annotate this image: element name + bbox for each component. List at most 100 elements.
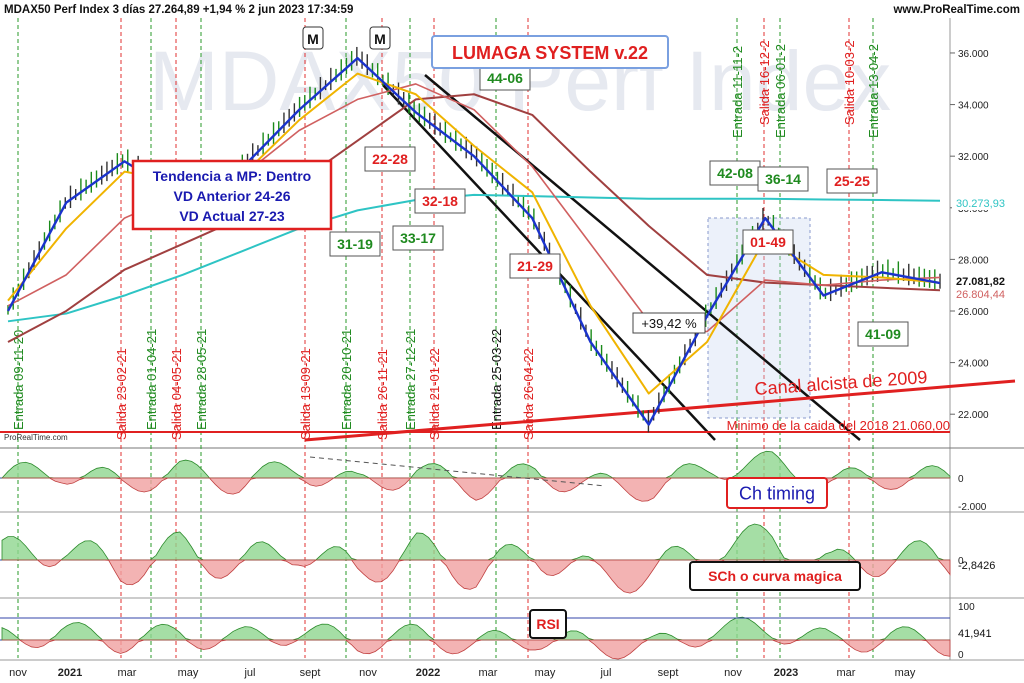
indicator-name: SCh o curva magica (708, 568, 842, 584)
green-ratio-label: 42-08 (717, 165, 753, 181)
red-ratio-box (742, 229, 794, 255)
indicator-tick-label: 0 (958, 650, 964, 661)
x-tick-label: sept (658, 667, 679, 679)
indicator-name-box (726, 477, 828, 509)
green-ratio-label: 36-14 (765, 171, 801, 187)
title-bar (0, 0, 1024, 18)
indicator-tick-label: 0 (958, 474, 964, 485)
red-ratio-label: 32-18 (422, 193, 458, 209)
x-tick-label: 2021 (58, 667, 82, 679)
trend-box-line: VD Anterior 24-26 (174, 188, 291, 204)
entrada-label: Entrada 11-11-2 (730, 46, 745, 138)
site-credit: www.ProRealTime.com (892, 4, 1020, 16)
last-value-bg (952, 288, 1022, 301)
green-ratio-label: 31-19 (337, 236, 373, 252)
last-value-label: 26.804,44 (956, 289, 1005, 301)
signal-lines-layer: Entrada 09-11-20 Entrada 01-04-21 Entrada … (11, 18, 881, 658)
m-marker: M (374, 31, 386, 47)
red-ratio-box (509, 253, 561, 279)
gain-box (632, 312, 706, 334)
salida-label: Salida 21-01-22 (427, 348, 442, 440)
x-tick-label: mar (479, 667, 498, 679)
y-tick-label: 36.000 (958, 49, 989, 60)
red-ratio-label: 21-29 (517, 258, 553, 274)
y-tick-label: 26.000 (958, 307, 989, 318)
green-ratio-box (329, 231, 381, 257)
green-ratio-box (757, 166, 809, 192)
indicator-name-box (529, 609, 567, 639)
green-ratio-box (479, 65, 531, 91)
m-marker-box (369, 26, 391, 50)
x-tick-label: nov (724, 667, 742, 679)
channel-upper-line (424, 74, 861, 441)
entrada-label: Entrada 27-12-21 (403, 329, 418, 430)
indicator-last-value: -2,8426 (958, 560, 995, 572)
entrada-label: Entrada 13-04-2 (866, 44, 881, 138)
system-label: LUMAGA SYSTEM v.22 (452, 43, 648, 63)
y-tick-label: 32.000 (958, 152, 989, 163)
last-value-label: 30.273,93 (956, 198, 1005, 210)
entrada-label: Entrada 25-03-22 (489, 329, 504, 430)
indicator-name: Ch timing (739, 483, 815, 503)
salida-label: Salida 26-04-22 (521, 348, 536, 440)
x-tick-label: mar (837, 667, 856, 679)
trend-box-line: VD Actual 27-23 (179, 208, 285, 224)
green-ratio-label: 44-06 (487, 70, 523, 86)
last-value-bg (952, 197, 1022, 210)
salida-label: Salida 16-12-2 (757, 40, 772, 125)
green-ratio-label: 33-17 (400, 230, 436, 246)
last-value-label: 27.081,82 (956, 276, 1005, 288)
platform-credit: ProRealTime.com (4, 433, 68, 442)
last-value-bg (952, 275, 1022, 288)
x-tick-label: nov (9, 667, 27, 679)
green-ratio-label: 41-09 (865, 326, 901, 342)
indicator-negative-area (2, 639, 951, 660)
gain-label: +39,42 % (641, 316, 697, 331)
indicator-name: RSI (536, 616, 559, 632)
red-ratio-label: 01-49 (750, 234, 786, 250)
x-tick-label: may (535, 667, 556, 679)
entrada-label: Entrada 20-10-21 (339, 329, 354, 430)
indicator-tick-label: 0 (958, 556, 964, 567)
indicator-name-box (689, 561, 861, 591)
entrada-label: Entrada 28-05-21 (194, 329, 209, 430)
m-marker-box (302, 26, 324, 50)
salida-label: Salida 04-05-21 (169, 348, 184, 440)
x-tick-label: 2023 (774, 667, 798, 679)
divergence-line (309, 456, 606, 487)
green-ratio-box (392, 225, 444, 251)
salida-label: Salida 10-03-2 (842, 40, 857, 125)
indicator-tick-label: 100 (958, 602, 975, 613)
salida-label: Salida 23-02-21 (114, 348, 129, 440)
trend-box-line: Tendencia a MP: Dentro (153, 168, 311, 184)
red-ratio-label: 25-25 (834, 173, 870, 189)
x-tick-label: may (895, 667, 916, 679)
y-tick-label: 24.000 (958, 359, 989, 370)
indicator-tick-label: -2.000 (958, 502, 987, 513)
y-tick-label: 22.000 (958, 410, 989, 421)
green-ratio-box (857, 321, 909, 347)
y-tick-label: 34.000 (958, 101, 989, 112)
minimo-label: Minimo de la caida del 2018 21.060,00 (727, 418, 950, 433)
system-box (431, 35, 669, 69)
red-ratio-label: 22-28 (372, 151, 408, 167)
indicator-last-value: 41,941 (958, 628, 992, 640)
canal-alcista-line (304, 379, 1016, 442)
sma100-line (7, 93, 941, 343)
entrada-label: Entrada 09-11-20 (11, 330, 26, 430)
y-tick-label: 28.000 (958, 255, 989, 266)
x-tick-label: 2022 (416, 667, 440, 679)
m-marker: M (307, 31, 319, 47)
entrada-label: Entrada 06-01-2 (773, 44, 788, 138)
salida-label: Salida 13-09-21 (298, 348, 313, 440)
trend-box (131, 159, 333, 231)
x-tick-label: jul (243, 667, 255, 679)
salida-label: Salida 26-11-21 (375, 349, 390, 440)
x-tick-label: mar (118, 667, 137, 679)
entrada-label: Entrada 01-04-21 (144, 329, 159, 430)
chart-title: MDAX50 Perf Index 3 días 27.264,89 +1,94… (4, 4, 353, 16)
red-ratio-box (826, 168, 878, 194)
x-tick-label: sept (300, 667, 321, 679)
